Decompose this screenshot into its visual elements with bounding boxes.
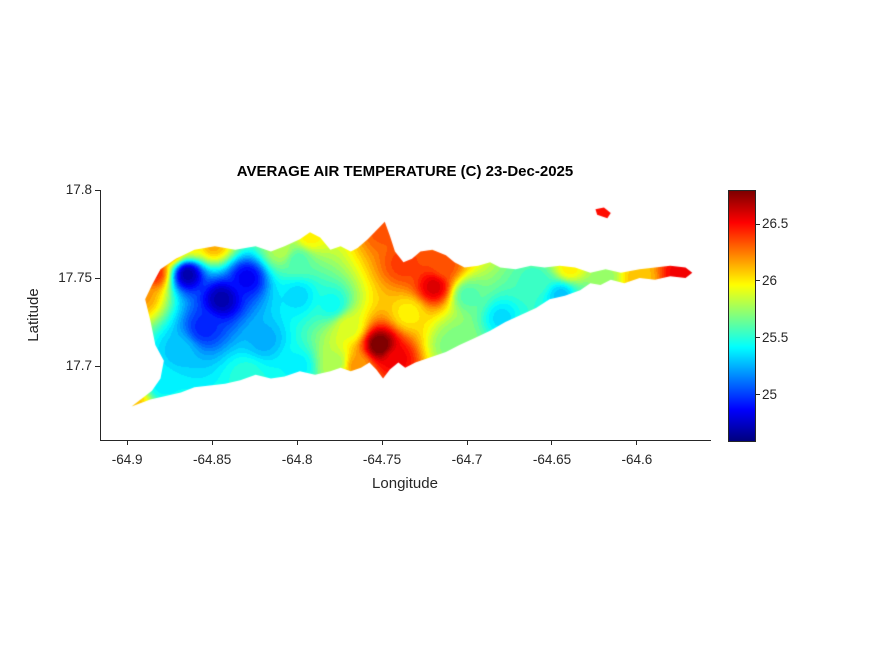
colorbar-tick-label: 26.5 <box>762 216 789 232</box>
colorbar-tick-label: 25.5 <box>762 329 789 345</box>
x-tick-label: -64.7 <box>451 452 483 467</box>
colorbar-tick-label: 25 <box>762 386 778 402</box>
x-tick-mark <box>126 441 128 445</box>
colorbar-tick-label: 26 <box>762 272 778 288</box>
colorbar-tick-mark <box>756 394 760 396</box>
x-tick-label: -64.6 <box>621 452 653 467</box>
temperature-contour-map <box>101 190 711 440</box>
colorbar-tick-mark <box>756 337 760 339</box>
y-tick-mark <box>95 277 100 279</box>
x-axis-label: Longitude <box>372 475 438 492</box>
x-tick-label: -64.8 <box>281 452 313 467</box>
x-tick-mark <box>381 441 383 445</box>
colorbar <box>728 190 756 442</box>
x-tick-label: -64.75 <box>362 452 402 467</box>
x-tick-mark <box>466 441 468 445</box>
x-tick-mark <box>551 441 553 445</box>
colorbar-tick-mark <box>756 223 760 225</box>
x-tick-label: -64.65 <box>532 452 572 467</box>
y-tick-mark <box>95 365 100 367</box>
x-tick-mark <box>211 441 213 445</box>
x-tick-mark <box>636 441 638 445</box>
y-tick-label: 17.8 <box>65 182 92 197</box>
colorbar-tick-mark <box>756 280 760 282</box>
y-tick-mark <box>95 189 100 191</box>
plot-area <box>100 190 711 441</box>
x-tick-mark <box>296 441 298 445</box>
x-tick-label: -64.85 <box>193 452 232 467</box>
x-tick-label: -64.9 <box>111 452 143 467</box>
y-tick-label: 17.75 <box>58 270 92 286</box>
y-tick-label: 17.7 <box>65 358 92 374</box>
chart-title: AVERAGE AIR TEMPERATURE (C) 23-Dec-2025 <box>236 163 574 180</box>
